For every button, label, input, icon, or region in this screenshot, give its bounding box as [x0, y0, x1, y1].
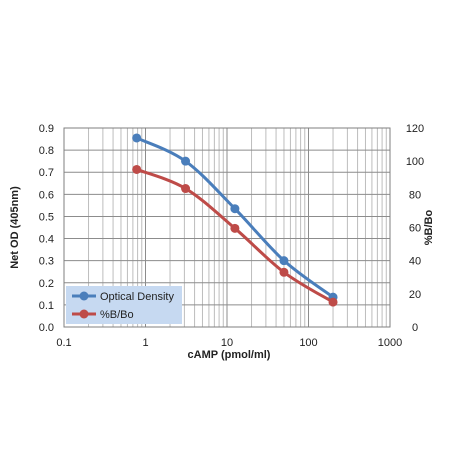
x-tick-label: 1	[142, 337, 148, 349]
series-point-1	[181, 156, 191, 166]
tick-labels: 0.1 1 10 100 10000.00.10.20.30.40.50.60.70.8…	[39, 123, 424, 349]
y-tick-label: 0.9	[39, 123, 54, 135]
x-tick-label: 1000	[378, 337, 402, 349]
y2-tick-label: 0	[412, 322, 418, 334]
y-tick-label: 0.1	[39, 300, 54, 312]
series-line-1	[135, 136, 335, 299]
series-point-2	[279, 267, 289, 277]
series-point-1	[279, 256, 289, 266]
y-tick-label: 0.0	[39, 322, 54, 334]
series-lines	[132, 133, 338, 307]
legend-label: Optical Density	[100, 291, 174, 303]
legend-label: %B/Bo	[100, 309, 134, 321]
plot-area	[63, 127, 391, 328]
x-tick-label: 0.1	[56, 337, 71, 349]
y2-tick-label: 20	[409, 289, 421, 301]
x-tick-label: 100	[299, 337, 317, 349]
y-tick-label: 0.3	[39, 256, 54, 268]
y2-tick-label: 100	[406, 156, 424, 168]
y-tick-label: 0.2	[39, 278, 54, 290]
y-axis-title: Net OD (405nm)	[9, 186, 21, 269]
y-tick-label: 0.7	[39, 167, 54, 179]
series-point-2	[230, 223, 240, 233]
x-tick-label: 10	[221, 337, 233, 349]
y2-tick-label: 120	[406, 123, 424, 135]
y-tick-label: 0.5	[39, 211, 54, 223]
y2-tick-label: 60	[409, 223, 421, 235]
y-tick-label: 0.8	[39, 145, 54, 157]
series-point-2	[328, 297, 338, 307]
y2-axis-title: %B/Bo	[423, 210, 435, 246]
series-line-2	[135, 167, 335, 304]
y2-tick-label: 80	[409, 189, 421, 201]
series-point-1	[132, 133, 142, 143]
x-axis-title: cAMP (pmol/ml)	[188, 349, 271, 361]
legend-swatch-marker	[79, 309, 89, 319]
y-tick-label: 0.4	[39, 234, 54, 246]
legend-swatch-marker	[79, 291, 89, 301]
series-point-1	[230, 204, 240, 214]
y-tick-label: 0.6	[39, 189, 54, 201]
legend: Optical Density %B/Bo	[66, 286, 182, 324]
y2-tick-label: 40	[409, 256, 421, 268]
series-point-2	[181, 184, 191, 194]
series-point-2	[132, 164, 142, 174]
